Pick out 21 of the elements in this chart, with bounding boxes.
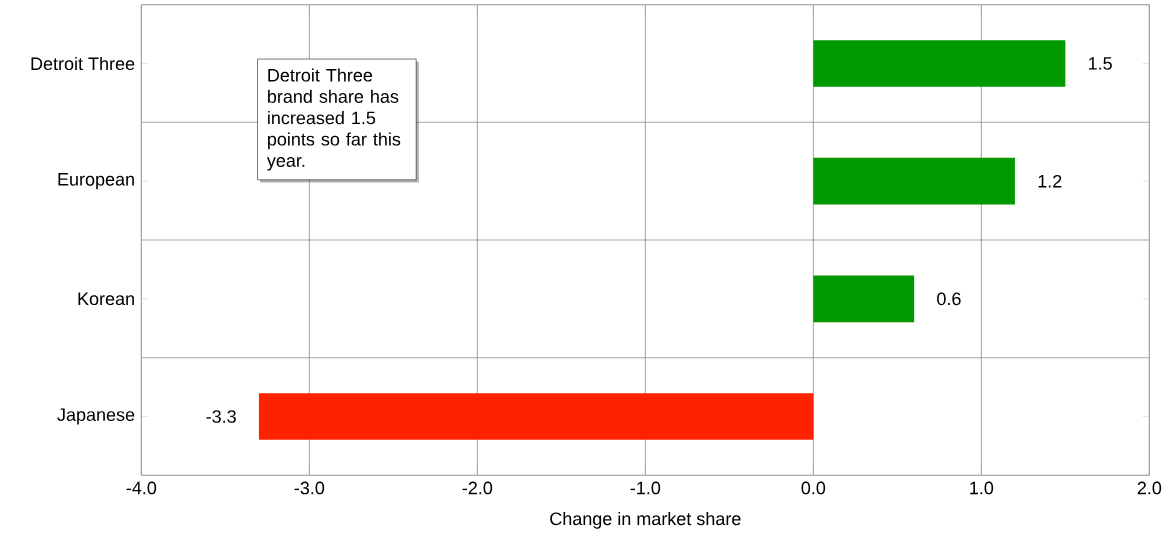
y-tick-label: Korean (78, 292, 134, 306)
annotation: Detroit Three brand share has increased 1.5 points so far this year. (266, 68, 401, 171)
bar (813, 157, 1015, 205)
bar (813, 40, 1066, 87)
x-axis-title: Change in market share (550, 511, 741, 529)
x-tick-label: 1.0 (970, 481, 994, 495)
x-tick-label: -4.0 (126, 481, 157, 495)
data-label: -3.3 (206, 410, 236, 423)
bar (258, 393, 814, 440)
y-tick-label: Japanese (57, 408, 135, 425)
x-tick-label: 2.0 (1137, 481, 1162, 495)
data-label: 1.2 (1038, 174, 1062, 188)
x-tick-label: 0.0 (801, 481, 826, 495)
bar (813, 275, 915, 323)
x-tick-label: -1.0 (630, 481, 661, 495)
data-label: 0.6 (937, 292, 961, 306)
data-label: 1.5 (1088, 57, 1112, 70)
x-tick-label: -3.0 (294, 481, 325, 495)
y-tick-label: European (58, 173, 134, 190)
x-tick-label: -2.0 (462, 481, 493, 495)
y-tick-label: Detroit Three (31, 56, 135, 71)
